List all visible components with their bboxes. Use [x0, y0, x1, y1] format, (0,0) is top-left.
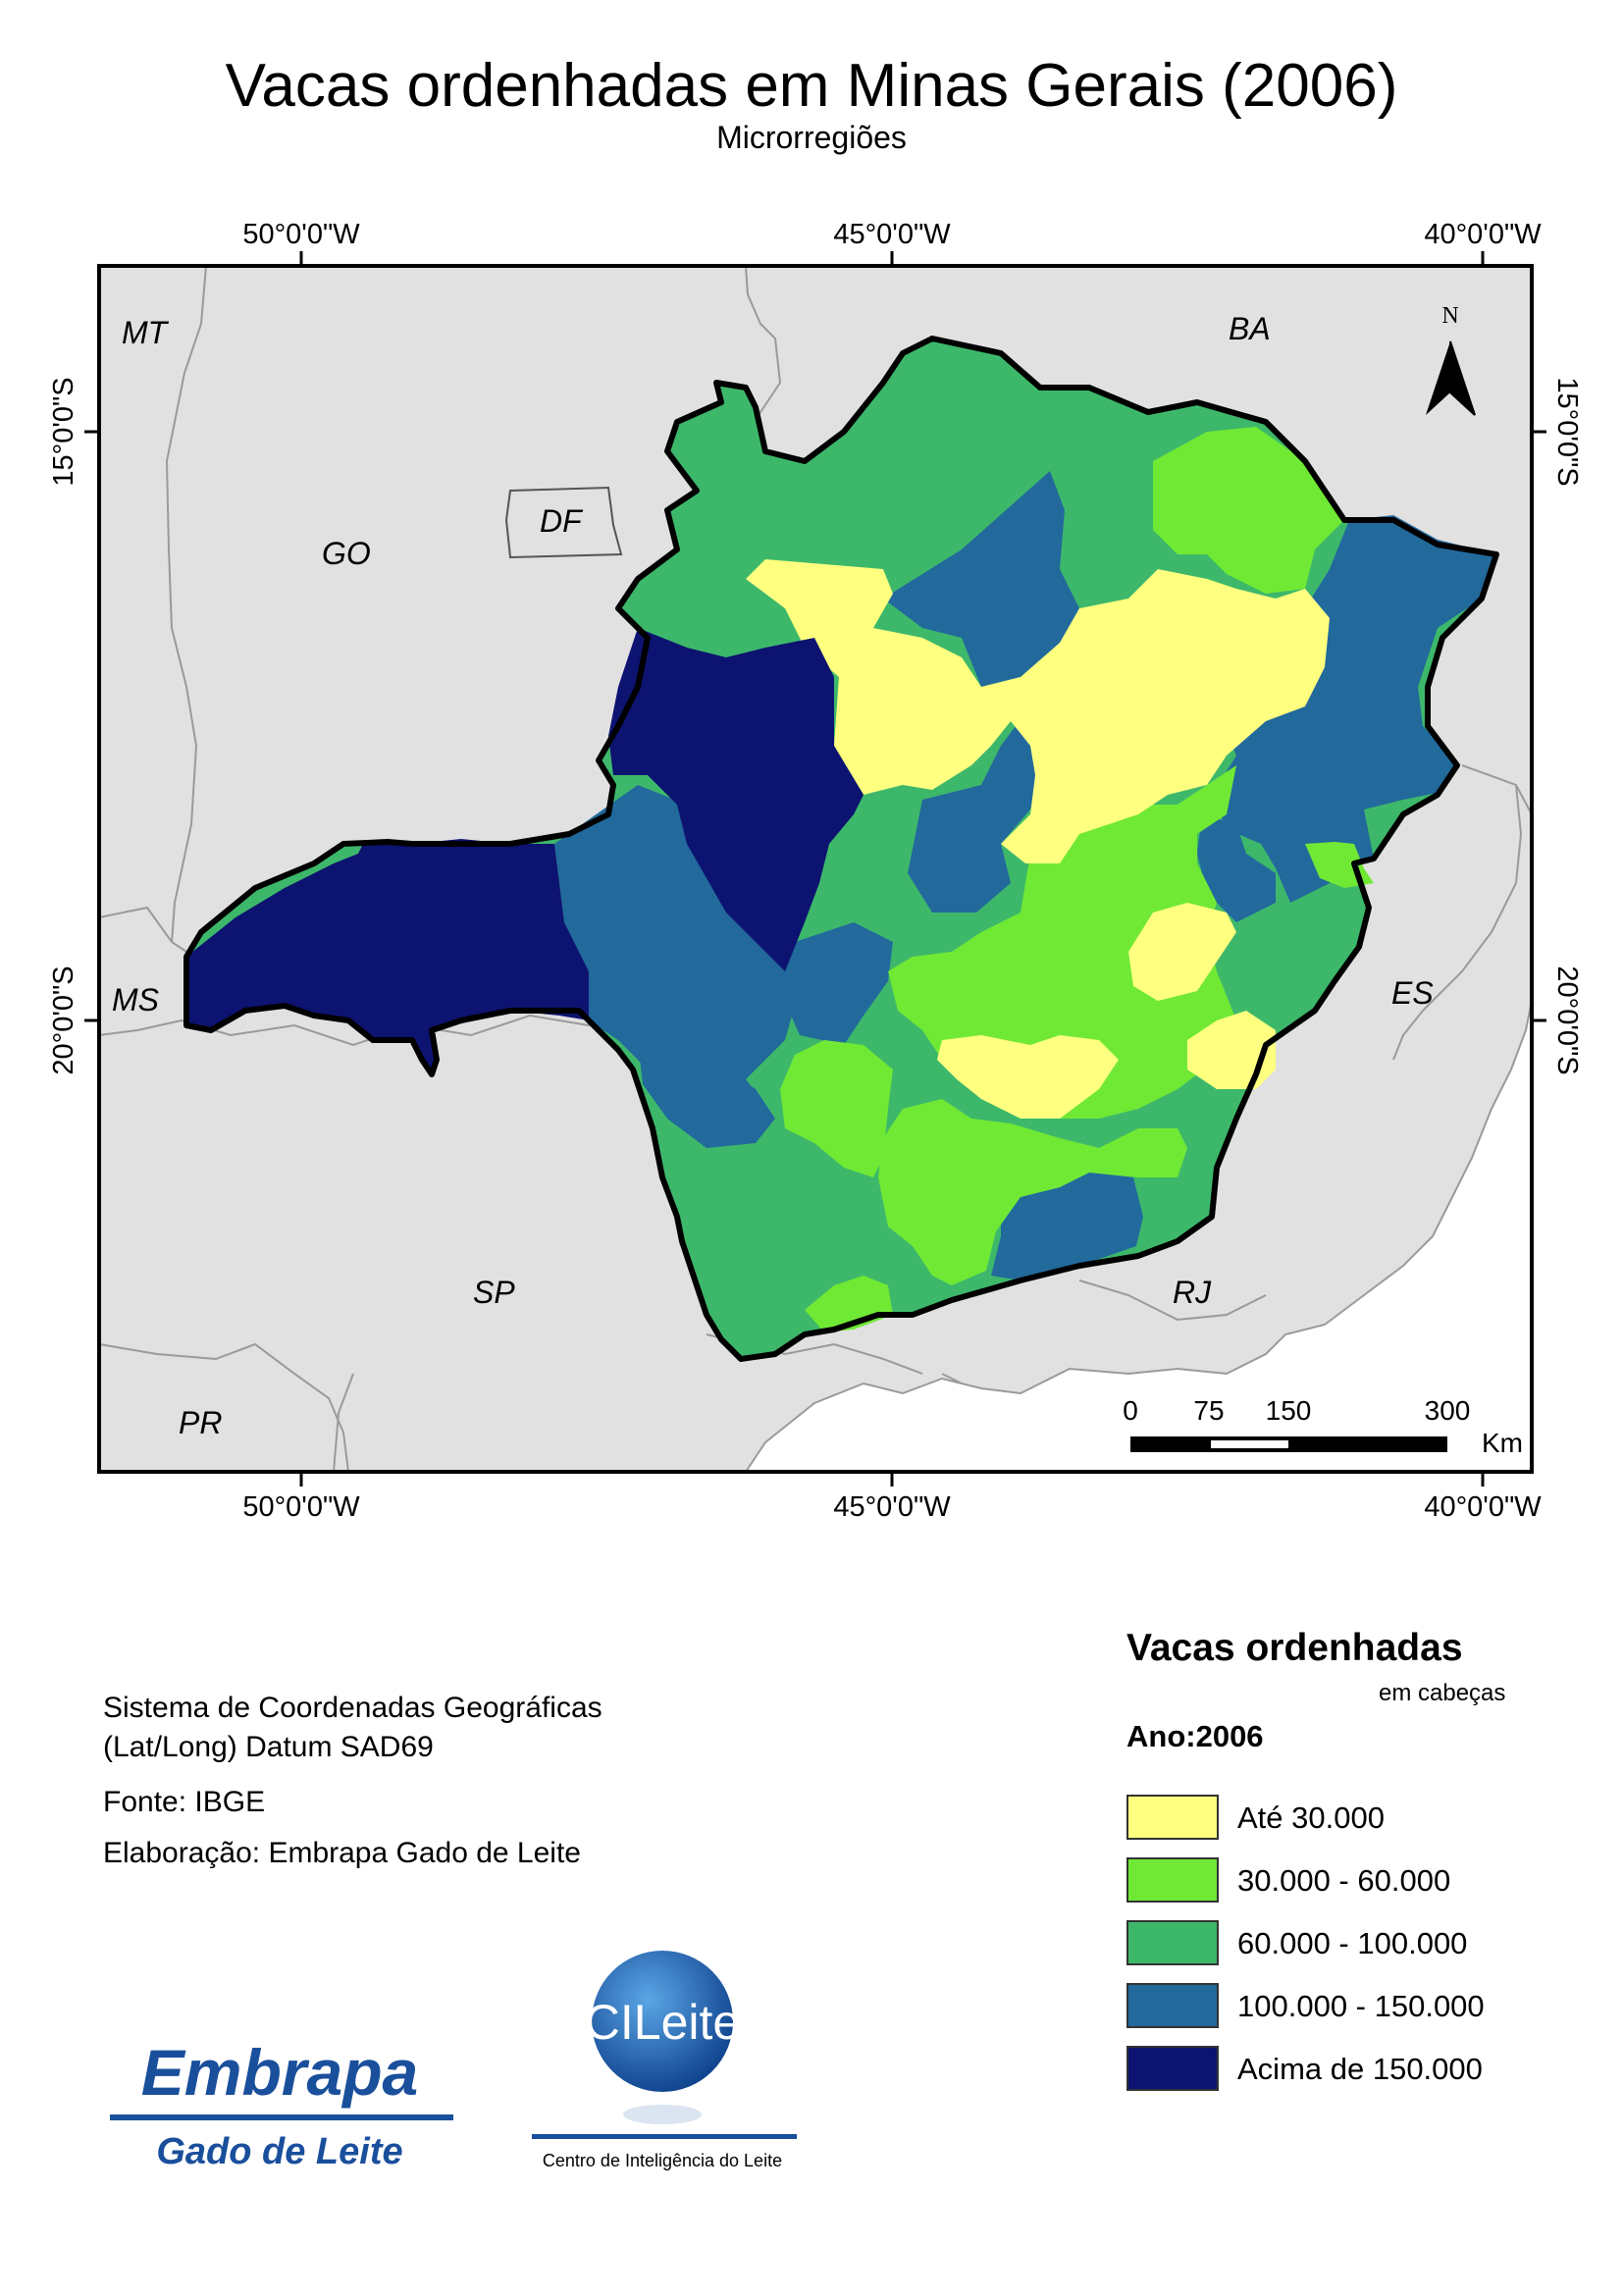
- cileite-logo-caption: Centro de Inteligência do Leite: [543, 2151, 782, 2170]
- lat-label-left-20: 20°0'0"S: [48, 965, 79, 1074]
- author-text: Elaboração: Embrapa Gado de Leite: [103, 1837, 581, 1869]
- legend-swatch: [1126, 1920, 1219, 1965]
- north-arrow: N: [1426, 303, 1476, 416]
- lat-label-left-15: 15°0'0"S: [48, 377, 79, 486]
- region-30k-60k-southwest: [780, 1040, 893, 1177]
- minas-gerais-microregions: [186, 339, 1496, 1359]
- lon-label-top-40: 40°0'0"W: [1424, 219, 1542, 250]
- legend-unit: em cabeças: [1379, 1680, 1506, 1706]
- source-text: Fonte: IBGE: [103, 1786, 266, 1818]
- map-title: Vacas ordenhadas em Minas Gerais (2006): [225, 52, 1398, 120]
- state-label-go: GO: [322, 536, 371, 571]
- legend-swatch: [1126, 1795, 1219, 1840]
- lon-label-top-50: 50°0'0"W: [242, 219, 360, 250]
- region-30k-60k-ne: [1153, 427, 1344, 594]
- embrapa-logo: Embrapa Gado de Leite: [110, 2036, 453, 2172]
- embrapa-logo-text: Embrapa: [141, 2036, 418, 2109]
- lon-label-bottom-40: 40°0'0"W: [1424, 1491, 1542, 1523]
- region-100k-150k-east: [1212, 515, 1496, 903]
- state-label-sp: SP: [473, 1275, 515, 1310]
- region-ate-30k-center: [1128, 903, 1236, 1001]
- lon-label-bottom-45: 45°0'0"W: [833, 1491, 951, 1523]
- state-label-ba: BA: [1229, 311, 1271, 346]
- embrapa-logo-subtext: Gado de Leite: [156, 2131, 402, 2172]
- region-100k-150k-southwest: [638, 1040, 775, 1148]
- minas-gerais-border: [183, 336, 1499, 1362]
- region-acima-150k-triangulo: [186, 839, 589, 1074]
- region-ate-30k-east: [1187, 1011, 1276, 1089]
- legend-item-60k-100k: 60.000 - 100.000: [1126, 1920, 1539, 1969]
- region-ate-30k-south: [937, 1035, 1119, 1119]
- legend-label: Acima de 150.000: [1237, 2052, 1483, 2086]
- state-label-es: ES: [1391, 975, 1434, 1011]
- legend-swatch: [1126, 1983, 1219, 2028]
- north-arrow-letter: N: [1441, 303, 1458, 329]
- scale-tick-75: 75: [1193, 1395, 1224, 1426]
- cileite-logo-text: CILeite: [585, 1995, 740, 2050]
- state-labels: MT GO DF BA MS ES SP RJ PR: [112, 311, 1434, 1440]
- map-frame: [97, 264, 1534, 1474]
- region-100k-150k-south: [991, 1173, 1143, 1280]
- region-100k-150k-northeast: [1197, 814, 1276, 922]
- legend-item-30k-60k: 30.000 - 60.000: [1126, 1857, 1539, 1906]
- legend-item-ate-30k: Até 30.000: [1126, 1795, 1539, 1844]
- graticule-ticks: [84, 251, 1546, 1487]
- df-boundary: [504, 486, 623, 559]
- legend-item-100k-150k: 100.000 - 150.000: [1126, 1983, 1539, 2032]
- region-100k-150k-west: [554, 785, 805, 1138]
- ocean: [744, 1000, 1532, 1472]
- cileite-logo: CILeite Centro de Inteligência do Leite: [532, 1951, 797, 2170]
- state-label-ms: MS: [112, 982, 159, 1018]
- region-ate-30k-north: [746, 559, 1330, 863]
- legend-swatch: [1126, 1857, 1219, 1903]
- state-label-pr: PR: [179, 1405, 222, 1440]
- region-100k-150k-center: [780, 922, 893, 1045]
- legend-swatch: [1126, 2046, 1219, 2091]
- legend-title: Vacas ordenhadas: [1126, 1627, 1463, 1669]
- scale-unit: Km: [1482, 1428, 1523, 1458]
- north-arrow-icon: [1426, 341, 1450, 415]
- region-100k-150k-center-north: [908, 706, 1045, 913]
- lat-label-right-15: 15°0'0"S: [1551, 377, 1583, 486]
- legend-year: Ano:2006: [1126, 1719, 1264, 1753]
- legend-label: Até 30.000: [1237, 1800, 1385, 1835]
- scale-bar: 0 75 150 300 Km: [1123, 1395, 1523, 1458]
- state-label-df: DF: [540, 503, 584, 539]
- region-acima-150k-noroeste: [608, 628, 864, 971]
- region-30k-60k-south: [878, 1099, 1187, 1285]
- map-subtitle: Microrregiões: [716, 120, 907, 155]
- legend-label: 100.000 - 150.000: [1237, 1989, 1485, 2023]
- coordinate-system-line2: (Lat/Long) Datum SAD69: [103, 1731, 434, 1763]
- legend-label: 60.000 - 100.000: [1237, 1926, 1468, 1960]
- scale-tick-0: 0: [1123, 1395, 1138, 1426]
- region-30k-60k-center: [888, 765, 1236, 1119]
- legend-item-acima-150k: Acima de 150.000: [1126, 2046, 1539, 2095]
- scale-tick-300: 300: [1425, 1395, 1471, 1426]
- lon-label-top-45: 45°0'0"W: [833, 219, 951, 250]
- legend-label: 30.000 - 60.000: [1237, 1863, 1451, 1898]
- graticule-labels: 50°0'0"W 45°0'0"W 40°0'0"W 50°0'0"W 45°0…: [48, 219, 1583, 1523]
- region-100k-150k-north: [883, 471, 1079, 687]
- state-label-rj: RJ: [1173, 1275, 1212, 1310]
- state-label-mt: MT: [122, 315, 170, 350]
- coordinate-system-line1: Sistema de Coordenadas Geográficas: [103, 1692, 602, 1724]
- lat-label-right-20: 20°0'0"S: [1551, 965, 1583, 1074]
- lon-label-bottom-50: 50°0'0"W: [242, 1491, 360, 1523]
- scale-tick-150: 150: [1266, 1395, 1312, 1426]
